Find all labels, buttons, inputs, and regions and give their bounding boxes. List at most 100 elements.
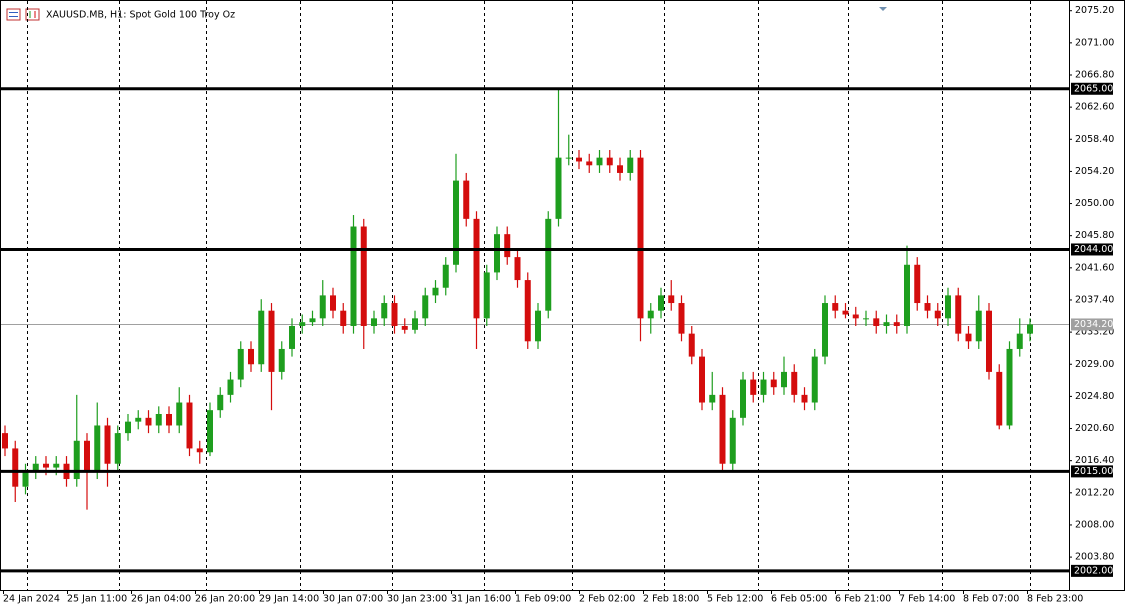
- candle-body: [268, 310, 275, 372]
- x-tick-label: 31 Jan 16:00: [451, 594, 511, 605]
- candle-body: [360, 226, 367, 326]
- candle-body: [207, 410, 213, 453]
- candle-body: [760, 379, 767, 395]
- candle-body: [217, 394, 224, 411]
- level-label: 2015.00: [1074, 466, 1113, 477]
- x-tick-label: 24 Jan 2024: [3, 594, 60, 605]
- candle-body: [924, 303, 931, 311]
- candle-body: [186, 402, 193, 449]
- candle-body: [32, 463, 39, 472]
- candle-body: [299, 322, 306, 326]
- y-tick-label: 2020.60: [1075, 423, 1114, 434]
- candle-body: [729, 417, 736, 464]
- candle-body: [801, 394, 808, 403]
- candle-body: [852, 314, 859, 319]
- candle-body: [1006, 348, 1013, 426]
- y-tick-label: 2041.60: [1075, 262, 1114, 273]
- candle-body: [412, 318, 418, 330]
- candle-body: [391, 303, 398, 326]
- candle-body: [565, 157, 572, 159]
- candle-body: [196, 448, 203, 453]
- x-tick-label: 25 Jan 11:00: [67, 594, 127, 605]
- candle-body: [145, 417, 152, 426]
- candle-body: [965, 333, 972, 342]
- candle-body: [781, 371, 787, 388]
- y-tick-label: 2050.00: [1075, 198, 1114, 209]
- candle-body: [289, 325, 295, 349]
- candle-body: [709, 394, 716, 403]
- candle-body: [1016, 333, 1023, 349]
- y-tick-label: 2033.20: [1075, 327, 1114, 338]
- candle-body: [166, 413, 172, 426]
- candle-body: [483, 272, 490, 319]
- candle-body: [914, 264, 921, 304]
- x-tick-label: 6 Feb 05:00: [771, 594, 827, 605]
- candle-body: [84, 440, 90, 472]
- candle-body: [135, 417, 142, 422]
- candle-body: [371, 318, 377, 326]
- candle-body: [770, 379, 777, 388]
- y-tick-label: 2029.00: [1075, 359, 1114, 370]
- candle-body: [893, 322, 900, 326]
- candle-body: [688, 333, 695, 357]
- candle-body: [350, 226, 357, 326]
- candle-body: [227, 379, 234, 395]
- candle-body: [637, 157, 644, 319]
- level-label-box: [1071, 82, 1113, 95]
- candle-body: [473, 218, 480, 319]
- y-tick-label: 2075.20: [1075, 5, 1114, 16]
- candle-body: [945, 295, 951, 319]
- x-tick-label: 30 Jan 23:00: [387, 594, 447, 605]
- level-label-box: [1071, 243, 1113, 256]
- x-tick-label: 1 Feb 09:00: [515, 594, 571, 605]
- candle-body: [535, 310, 541, 342]
- candle-body: [237, 348, 244, 380]
- x-tick-label: 5 Feb 12:00: [707, 594, 763, 605]
- level-label: 2065.00: [1074, 83, 1113, 94]
- candle-body: [309, 318, 316, 323]
- candle-body: [750, 379, 757, 395]
- x-tick-label: 8 Feb 07:00: [963, 594, 1019, 605]
- y-tick-label: 2054.20: [1075, 166, 1114, 177]
- candle-body: [248, 348, 254, 365]
- shift-marker: [879, 7, 887, 11]
- current-price-box: [1071, 318, 1113, 331]
- level-label-box: [1071, 465, 1113, 478]
- y-tick-label: 2066.80: [1075, 69, 1114, 80]
- candle-body: [524, 280, 531, 342]
- candle-body: [791, 371, 798, 395]
- candle-body: [463, 180, 470, 219]
- candle-body: [401, 325, 408, 330]
- candle-body: [996, 371, 1003, 426]
- candle-body: [73, 440, 80, 480]
- candle-body: [53, 463, 60, 468]
- candle-body: [258, 310, 265, 365]
- candle-body: [740, 379, 746, 418]
- y-tick-label: 2024.80: [1075, 391, 1114, 402]
- candle-body: [176, 402, 183, 426]
- y-tick-label: 2071.00: [1075, 37, 1114, 48]
- icon: [6, 8, 21, 21]
- y-tick-label: 2012.20: [1075, 487, 1114, 498]
- candle-body: [494, 234, 500, 273]
- candle-body: [114, 433, 121, 464]
- x-tick-label: 6 Feb 21:00: [835, 594, 891, 605]
- level-label: 2002.00: [1074, 565, 1113, 576]
- x-tick-label: 30 Jan 07:00: [323, 594, 383, 605]
- candle-body: [381, 303, 388, 319]
- y-tick-label: 2003.80: [1075, 552, 1114, 563]
- y-tick-label: 2037.40: [1075, 294, 1114, 305]
- level-label-box: [1071, 564, 1113, 577]
- y-tick-label: 2008.00: [1075, 519, 1114, 530]
- candle-body: [453, 180, 459, 265]
- candle-body: [647, 310, 654, 319]
- candle-body: [904, 264, 910, 326]
- candle-body: [955, 295, 962, 334]
- x-tick-label: 26 Jan 20:00: [195, 594, 255, 605]
- candle-body: [873, 318, 880, 326]
- candle-body: [678, 303, 685, 334]
- candle-body: [43, 463, 49, 468]
- candle-body: [975, 310, 982, 342]
